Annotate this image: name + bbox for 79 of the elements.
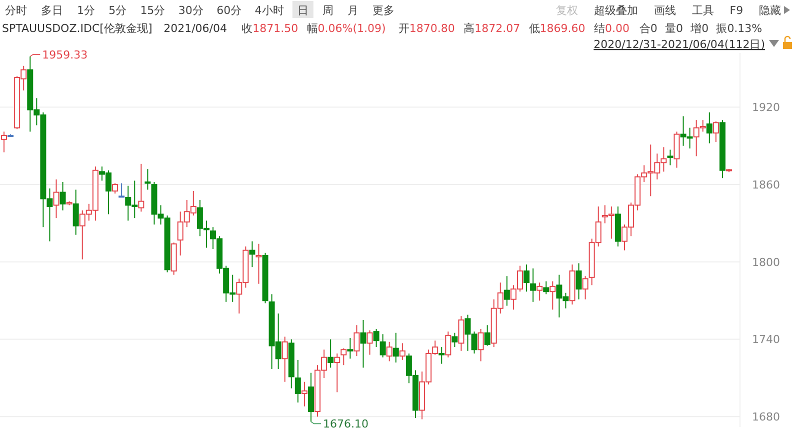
candlestick (712, 120, 719, 142)
candlestick (373, 328, 380, 348)
text: 收1871.50 (242, 22, 298, 35)
candlestick (138, 163, 144, 212)
candlestick (478, 328, 484, 362)
candlestick (282, 336, 288, 382)
text: 高1872.07 (464, 22, 520, 35)
text: 分时 (5, 4, 27, 17)
text: 低1869.60 (528, 22, 586, 35)
text: 周 (322, 4, 334, 17)
text: 复权 (556, 4, 578, 17)
text: 增0 (690, 22, 709, 35)
text: 结0.00 (594, 22, 630, 35)
text: 合0 (639, 22, 658, 35)
text: 振0.13% (716, 22, 762, 35)
candlestick (366, 330, 373, 356)
text: 超级叠加 (594, 4, 638, 17)
text: 开1870.80 (398, 22, 455, 35)
annotation: 1676.10 (322, 418, 368, 431)
text: 月 (347, 4, 358, 17)
candlestick (380, 334, 386, 358)
candlestick (706, 112, 712, 144)
y-tick-label: 1800 (752, 256, 780, 269)
text: 日 (297, 4, 308, 17)
candlestick (576, 262, 582, 300)
candlestick (354, 324, 360, 357)
text: 2020/12/31-2021/06/04(112日) (594, 38, 765, 51)
text: 隐藏 (759, 4, 781, 17)
candlestick (53, 178, 60, 219)
candlestick (543, 280, 550, 295)
candlestick (328, 338, 334, 368)
candlestick (256, 243, 262, 284)
candlestick (294, 359, 301, 403)
candlestick (452, 332, 458, 348)
candlestick (112, 182, 118, 194)
candlestick (347, 338, 354, 360)
candlestick (301, 381, 308, 407)
candlestick (60, 181, 66, 211)
candlestick (536, 282, 543, 302)
candlestick (392, 332, 399, 364)
annotation: 1959.33 (42, 48, 88, 62)
text: 更多 (372, 4, 394, 17)
candlestick (445, 331, 452, 358)
candlestick (399, 342, 406, 360)
text: F9 (730, 4, 744, 17)
candlestick (386, 341, 392, 362)
candlestick (667, 149, 674, 166)
candlestick (530, 268, 536, 302)
text: 量0 (665, 22, 683, 35)
y-tick-label: 1920 (752, 101, 780, 114)
candlestick (504, 276, 510, 306)
candlestick (360, 319, 366, 368)
text: 工具 (692, 4, 714, 17)
candlestick (334, 352, 340, 393)
candlestick (550, 280, 556, 310)
y-tick-label: 1860 (752, 178, 780, 192)
candlestick (582, 276, 588, 300)
text: 5分 (108, 4, 127, 17)
candlestick (118, 182, 125, 198)
text: 画线 (654, 4, 676, 17)
candlestick (72, 189, 79, 236)
candlestick (144, 168, 151, 190)
candlestick (484, 324, 490, 346)
candlestick (458, 316, 464, 352)
text: 1分 (77, 4, 95, 17)
candlestick (524, 264, 530, 292)
chart-subtitle: 2021/06/04 (164, 22, 228, 35)
text: 多日 (41, 4, 63, 17)
y-tick-label: 1740 (752, 333, 780, 346)
chart-title: SPTAUUSDOZ.IDC[伦敦金现] (2, 22, 152, 35)
candlestick (340, 348, 347, 366)
text: 60分 (216, 4, 242, 17)
text: 15分 (140, 4, 166, 17)
text: 幅0.06%(1.09) (306, 22, 386, 35)
text: 30分 (178, 4, 204, 17)
candlestick (438, 346, 445, 364)
y-tick-label: 1680 (752, 410, 780, 424)
text: 4小时 (254, 4, 284, 17)
candlestick (249, 240, 256, 268)
